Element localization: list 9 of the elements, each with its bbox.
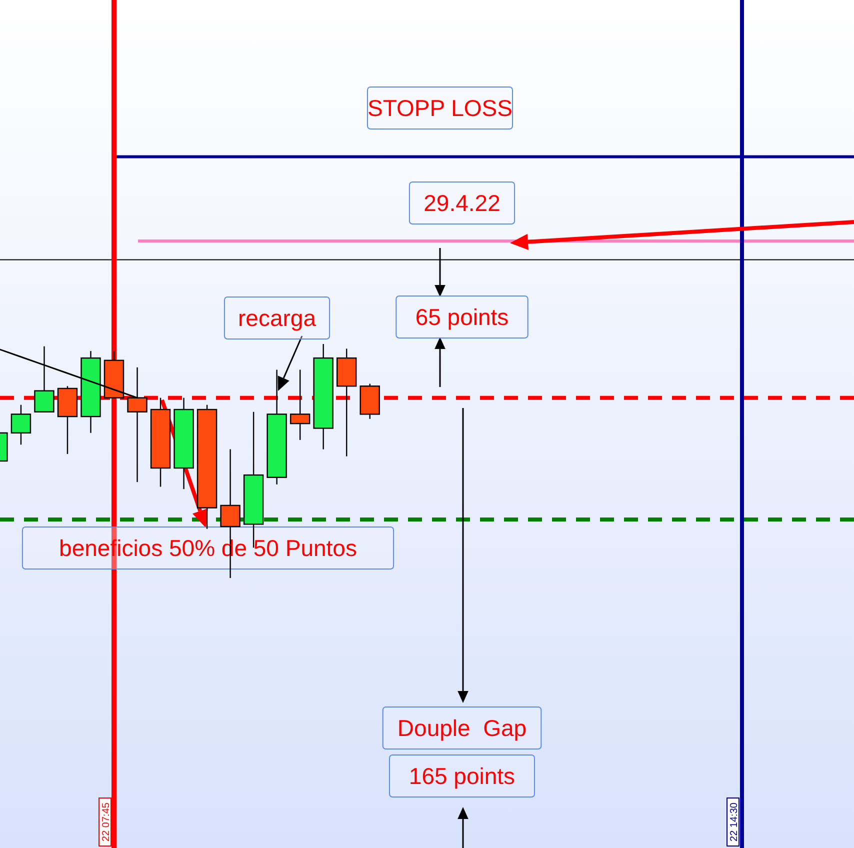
text: recarga: [238, 305, 316, 331]
text: STOPP LOSS: [368, 95, 512, 121]
text: 22 07:45: [101, 802, 112, 842]
text: 29.4.22: [424, 190, 500, 216]
candlestick: [10, 404, 32, 446]
text: 22 14:30: [729, 802, 740, 842]
text: Douple Gap: [397, 715, 527, 741]
text: 165 points: [408, 763, 516, 789]
text: 65 points: [415, 304, 509, 330]
